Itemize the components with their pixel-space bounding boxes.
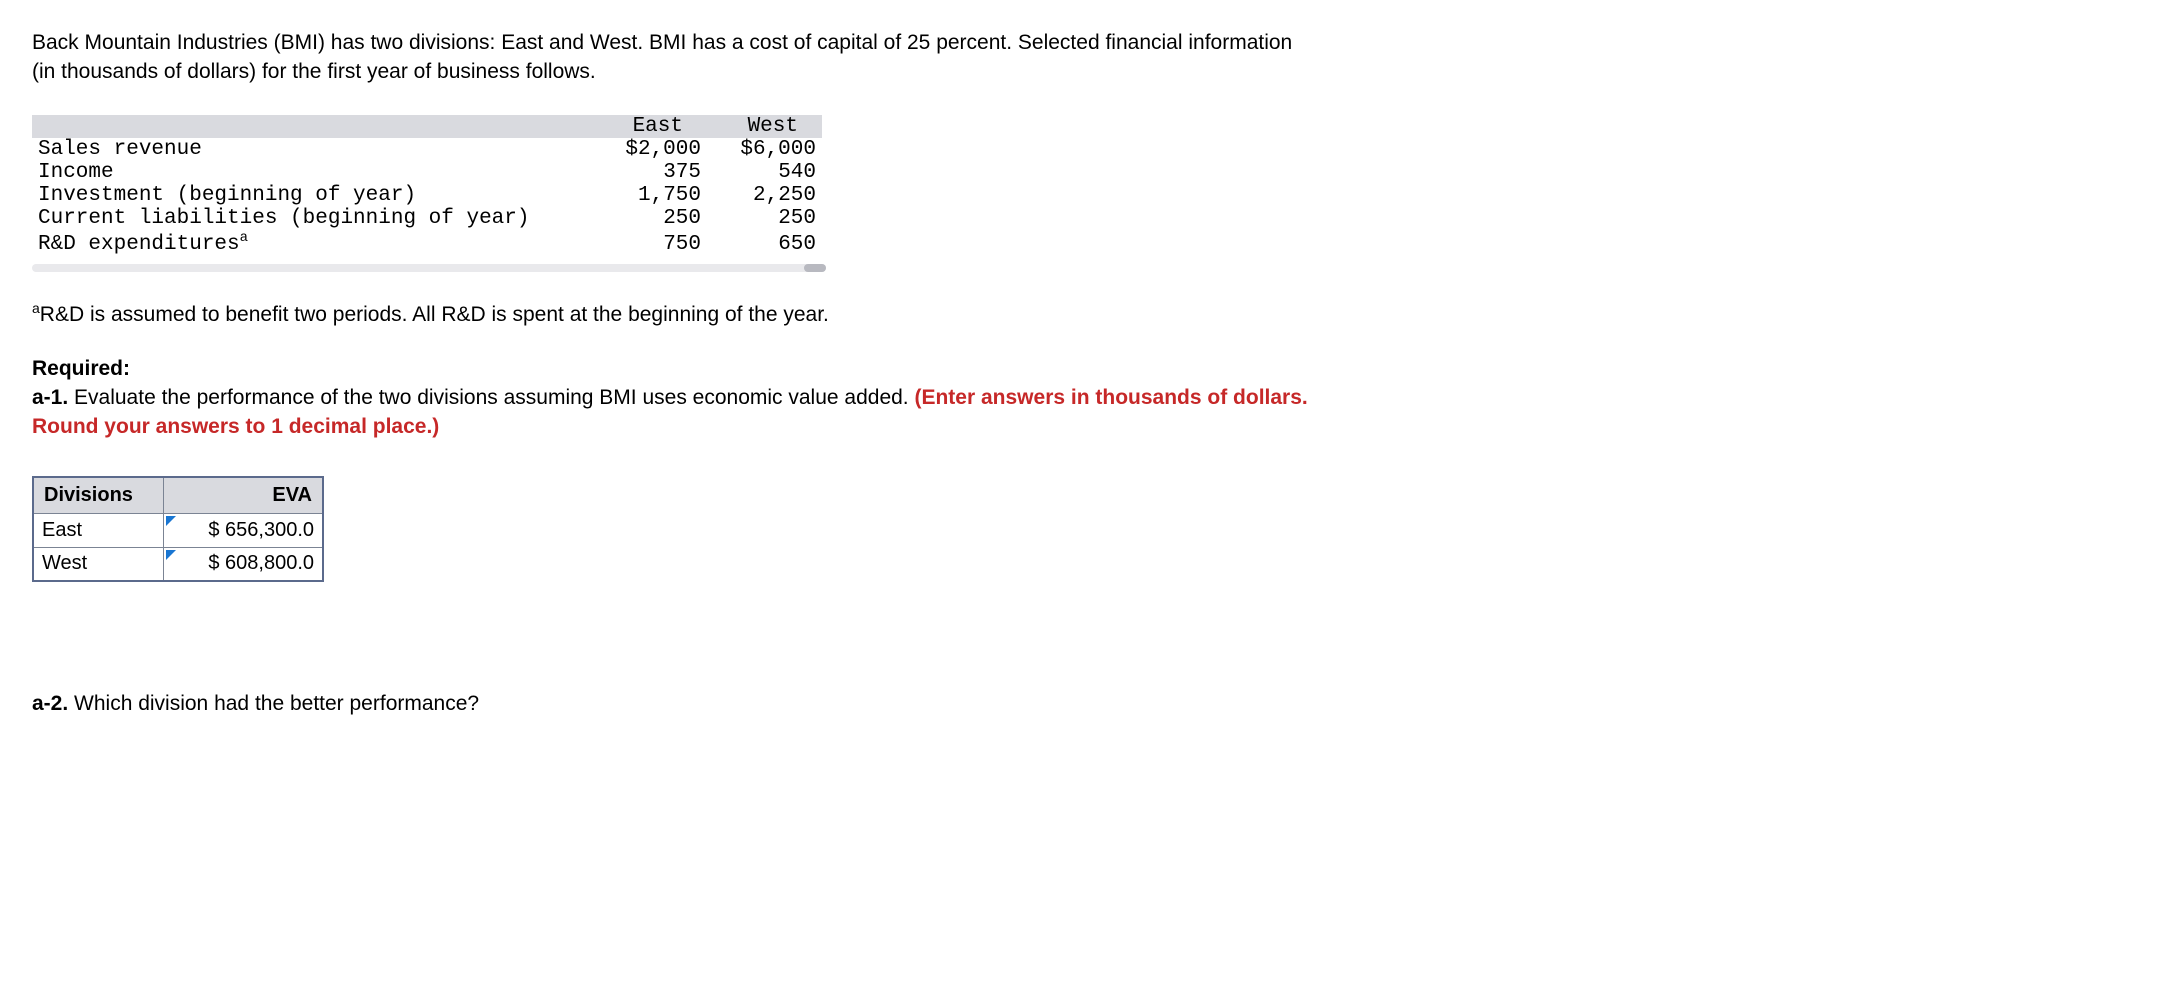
cell-west: 650 — [707, 230, 822, 256]
header-divisions: Divisions — [33, 477, 163, 514]
row-label: Investment (beginning of year) — [32, 184, 592, 207]
question-a2: a-2. Which division had the better perfo… — [32, 692, 2130, 716]
division-west: West — [33, 547, 163, 581]
row-label: Sales revenue — [32, 138, 592, 161]
division-east: East — [33, 513, 163, 547]
cell-east: 750 — [592, 230, 707, 256]
eva-east-value: $ 656,300.0 — [208, 519, 314, 541]
header-eva: EVA — [163, 477, 323, 514]
a2-text: Which division had the better performanc… — [68, 692, 479, 715]
table-row: Sales revenue $2,000 $6,000 — [32, 138, 822, 161]
problem-line-1: Back Mountain Industries (BMI) has two d… — [32, 31, 1292, 54]
a1-red-2: Round your answers to 1 decimal place.) — [32, 415, 439, 438]
required-a1: a-1. Evaluate the performance of the two… — [32, 383, 2130, 442]
a2-prefix: a-2. — [32, 692, 68, 715]
header-west: West — [707, 115, 822, 138]
cell-east: 1,750 — [592, 184, 707, 207]
answer-header-row: Divisions EVA — [33, 477, 323, 514]
cell-west: $6,000 — [707, 138, 822, 161]
answer-table: Divisions EVA East $ 656,300.0 West $ 60… — [32, 476, 324, 583]
cell-east: 250 — [592, 207, 707, 230]
row-label: R&D expendituresa — [32, 230, 592, 256]
cell-west: 2,250 — [707, 184, 822, 207]
footnote-text: R&D is assumed to benefit two periods. A… — [40, 303, 829, 326]
superscript-a: a — [240, 230, 248, 246]
footnote-sup: a — [32, 300, 40, 316]
horizontal-scrollbar[interactable] — [32, 264, 826, 272]
cell-west: 540 — [707, 161, 822, 184]
a1-red-1: (Enter answers in thousands of dollars. — [914, 386, 1307, 409]
cell-west: 250 — [707, 207, 822, 230]
problem-line-2: (in thousands of dollars) for the first … — [32, 60, 596, 83]
table-header-row: East West — [32, 115, 822, 138]
input-marker-icon — [166, 516, 176, 526]
footnote: aR&D is assumed to benefit two periods. … — [32, 300, 2130, 327]
row-label: Current liabilities (beginning of year) — [32, 207, 592, 230]
scrollbar-thumb[interactable] — [804, 264, 826, 272]
header-blank — [32, 115, 592, 138]
answer-row: East $ 656,300.0 — [33, 513, 323, 547]
table-row: Income 375 540 — [32, 161, 822, 184]
header-east: East — [592, 115, 707, 138]
table-row: R&D expendituresa 750 650 — [32, 230, 822, 256]
row-label: Income — [32, 161, 592, 184]
cell-east: $2,000 — [592, 138, 707, 161]
table-row: Investment (beginning of year) 1,750 2,2… — [32, 184, 822, 207]
answer-row: West $ 608,800.0 — [33, 547, 323, 581]
cell-east: 375 — [592, 161, 707, 184]
eva-west-input[interactable]: $ 608,800.0 — [163, 547, 323, 581]
input-marker-icon — [166, 550, 176, 560]
eva-west-value: $ 608,800.0 — [208, 552, 314, 574]
table-row: Current liabilities (beginning of year) … — [32, 207, 822, 230]
required-section: Required: a-1. Evaluate the performance … — [32, 357, 2130, 442]
a1-prefix: a-1. — [32, 386, 68, 409]
a1-text: Evaluate the performance of the two divi… — [68, 386, 914, 409]
required-heading: Required: — [32, 357, 2130, 381]
financial-data-table: East West Sales revenue $2,000 $6,000 In… — [32, 115, 822, 256]
eva-east-input[interactable]: $ 656,300.0 — [163, 513, 323, 547]
problem-statement: Back Mountain Industries (BMI) has two d… — [32, 28, 2130, 87]
